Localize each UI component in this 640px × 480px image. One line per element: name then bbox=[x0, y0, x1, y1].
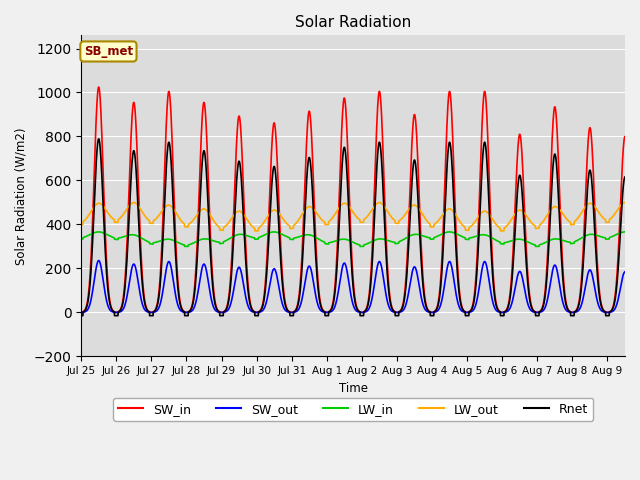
LW_out bbox=[356, 219, 364, 225]
LW_in bbox=[435, 233, 442, 239]
Rnet bbox=[621, 174, 628, 180]
SW_out bbox=[95, 258, 102, 264]
SW_out bbox=[435, 307, 442, 313]
Line: SW_out: SW_out bbox=[81, 261, 625, 312]
LW_in bbox=[418, 233, 426, 239]
LW_in bbox=[356, 243, 364, 249]
Rnet bbox=[95, 136, 102, 142]
SW_in bbox=[95, 84, 102, 90]
Text: SB_met: SB_met bbox=[84, 45, 133, 58]
LW_out bbox=[109, 216, 117, 222]
Rnet bbox=[538, 307, 545, 313]
Line: Rnet: Rnet bbox=[81, 139, 625, 316]
LW_out bbox=[251, 228, 259, 234]
Line: LW_out: LW_out bbox=[81, 203, 625, 231]
Y-axis label: Solar Radiation (W/m2): Solar Radiation (W/m2) bbox=[15, 127, 28, 264]
SW_in bbox=[602, 310, 610, 315]
Rnet bbox=[418, 267, 426, 273]
SW_in bbox=[621, 134, 628, 140]
SW_out bbox=[621, 269, 628, 275]
LW_in bbox=[77, 236, 85, 242]
LW_out bbox=[418, 211, 426, 216]
Line: SW_in: SW_in bbox=[81, 87, 625, 312]
Rnet bbox=[109, 309, 117, 314]
SW_in bbox=[77, 310, 85, 315]
SW_in bbox=[538, 307, 545, 312]
LW_out bbox=[77, 222, 85, 228]
LW_in bbox=[538, 241, 545, 247]
LW_out bbox=[435, 217, 442, 223]
Legend: SW_in, SW_out, LW_in, LW_out, Rnet: SW_in, SW_out, LW_in, LW_out, Rnet bbox=[113, 398, 593, 420]
Rnet bbox=[356, 313, 364, 319]
SW_in bbox=[418, 255, 426, 261]
SW_in bbox=[435, 299, 442, 304]
LW_out bbox=[130, 200, 138, 205]
Rnet bbox=[435, 301, 442, 307]
X-axis label: Time: Time bbox=[339, 382, 367, 395]
LW_out bbox=[602, 219, 610, 225]
LW_in bbox=[181, 243, 189, 249]
SW_out bbox=[109, 309, 117, 315]
LW_in bbox=[621, 229, 628, 235]
Title: Solar Radiation: Solar Radiation bbox=[295, 15, 412, 30]
SW_out bbox=[538, 309, 545, 314]
SW_out bbox=[356, 310, 364, 315]
LW_in bbox=[95, 229, 102, 235]
Line: LW_in: LW_in bbox=[81, 232, 625, 246]
SW_out bbox=[77, 310, 85, 315]
Rnet bbox=[77, 313, 85, 319]
LW_in bbox=[602, 236, 610, 242]
SW_in bbox=[356, 310, 364, 315]
SW_out bbox=[602, 310, 610, 315]
LW_out bbox=[621, 200, 628, 205]
Rnet bbox=[602, 313, 610, 319]
LW_out bbox=[538, 220, 545, 226]
LW_in bbox=[109, 235, 117, 240]
SW_out bbox=[418, 297, 426, 303]
SW_in bbox=[109, 308, 117, 314]
